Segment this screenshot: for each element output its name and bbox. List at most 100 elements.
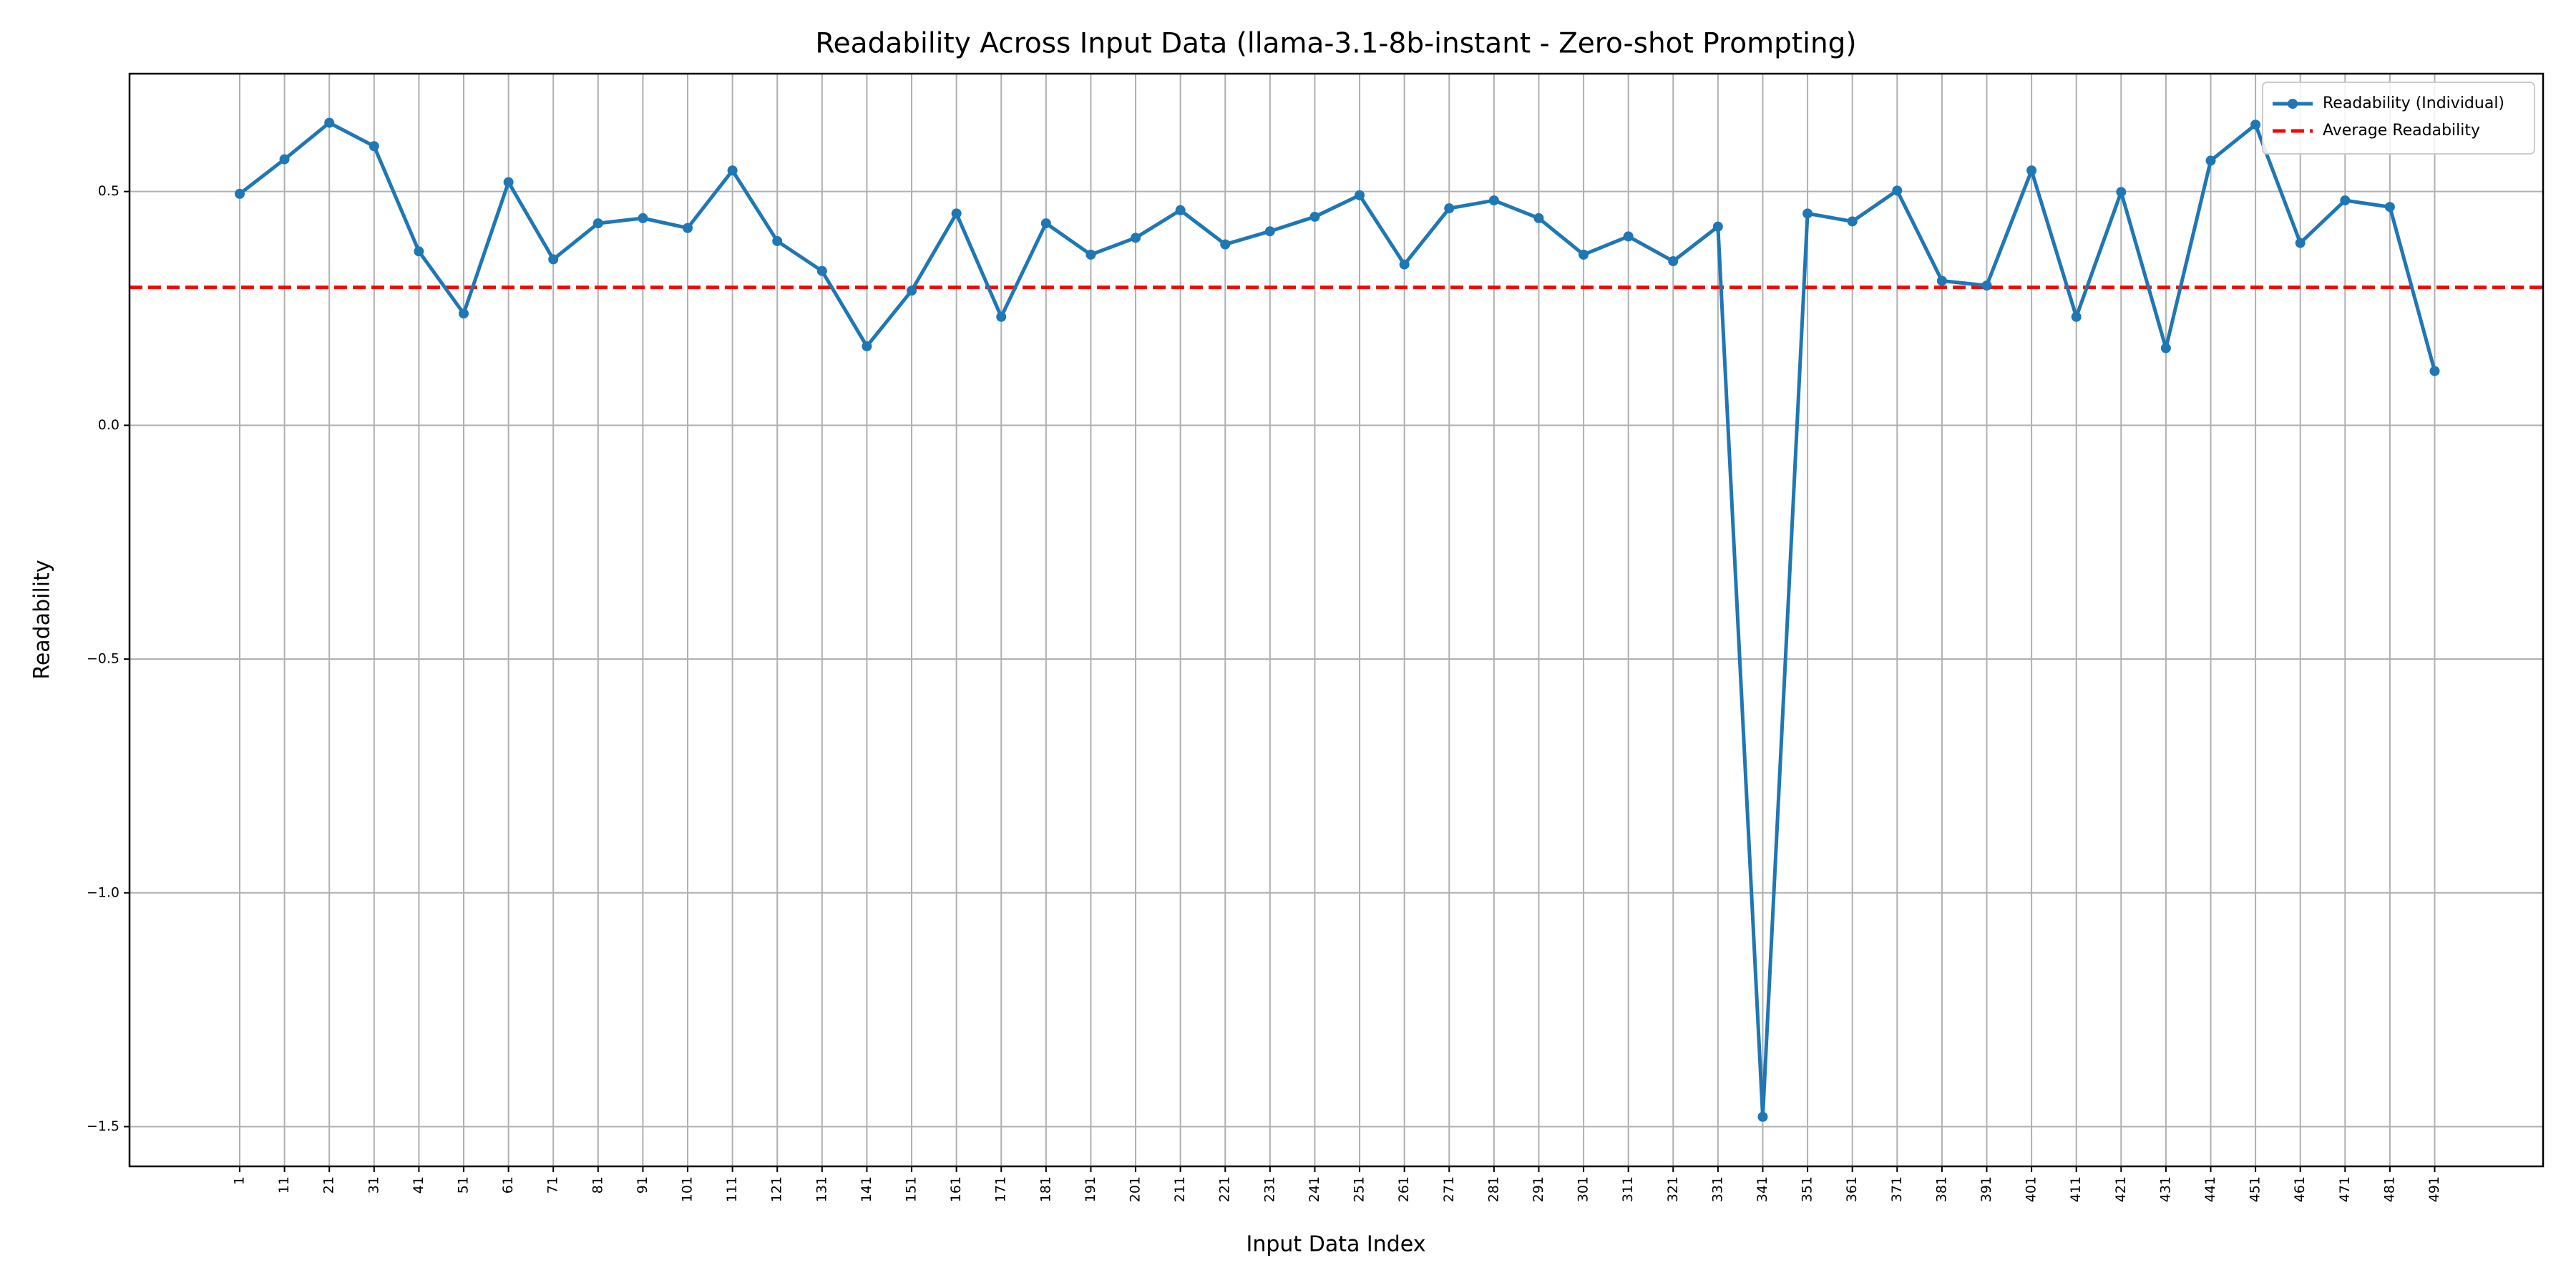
- x-tick-label: 61: [500, 1176, 516, 1194]
- x-tick-label: 11: [276, 1176, 292, 1194]
- data-point: [2295, 238, 2306, 248]
- data-point: [1355, 190, 1365, 200]
- x-tick-label: 71: [545, 1176, 561, 1194]
- data-point: [369, 141, 379, 152]
- x-tick-label: 281: [1485, 1176, 1501, 1202]
- x-tick-label: 261: [1396, 1176, 1412, 1202]
- x-tick-label: 451: [2248, 1176, 2263, 1202]
- x-tick-label: 21: [321, 1176, 337, 1194]
- data-point: [1309, 211, 1320, 222]
- data-point: [816, 265, 827, 276]
- x-tick-label: 481: [2381, 1176, 2397, 1202]
- data-point: [1488, 195, 1499, 206]
- x-tick-label: 141: [859, 1176, 874, 1202]
- x-tick-label: 91: [635, 1176, 650, 1194]
- data-point: [2071, 311, 2082, 322]
- x-tick-label: 241: [1307, 1176, 1322, 1202]
- y-tick-label: −1.5: [87, 1118, 119, 1134]
- x-tick-label: 371: [1889, 1176, 1905, 1202]
- x-tick-label: 251: [1352, 1176, 1367, 1202]
- data-point: [1533, 213, 1544, 223]
- x-tick-label: 401: [2024, 1176, 2039, 1202]
- data-point: [1668, 256, 1679, 267]
- x-tick-label: 51: [456, 1176, 472, 1194]
- data-point: [324, 117, 335, 128]
- data-point: [414, 246, 424, 257]
- x-tick-label: 101: [680, 1176, 696, 1202]
- x-tick-label: 1: [232, 1176, 248, 1185]
- x-tick-label: 411: [2068, 1176, 2084, 1202]
- data-point: [1175, 205, 1186, 215]
- data-point: [2160, 343, 2171, 353]
- data-point: [1757, 1111, 1768, 1122]
- data-point: [235, 188, 245, 199]
- legend-label: Readability (Individual): [2323, 94, 2504, 112]
- x-tick-label: 221: [1217, 1176, 1233, 1202]
- x-tick-label: 81: [590, 1176, 605, 1194]
- x-tick-label: 201: [1128, 1176, 1143, 1202]
- data-point: [2384, 202, 2395, 213]
- y-tick-label: −0.5: [87, 651, 119, 667]
- data-point: [2429, 366, 2440, 376]
- legend-marker: [2288, 99, 2298, 109]
- data-point: [1444, 203, 1455, 214]
- data-point: [1399, 259, 1410, 270]
- x-tick-label: 431: [2157, 1176, 2173, 1202]
- x-tick-label: 311: [1620, 1176, 1636, 1202]
- data-point: [548, 254, 559, 265]
- data-point: [951, 208, 962, 219]
- plot-frame: [128, 72, 2545, 1168]
- x-tick-label: 491: [2426, 1176, 2442, 1202]
- x-axis-label: Input Data Index: [1246, 1232, 1426, 1257]
- x-tick-label: 391: [1979, 1176, 1994, 1202]
- x-tick-label: 351: [1800, 1176, 1815, 1202]
- x-tick-label: 461: [2292, 1176, 2308, 1202]
- data-point: [772, 235, 783, 246]
- data-point: [1712, 221, 1723, 232]
- chart-title: Readability Across Input Data (llama-3.1…: [815, 28, 1856, 60]
- y-axis-label: Readability: [30, 560, 55, 679]
- data-point: [2340, 195, 2351, 206]
- data-point: [683, 223, 693, 233]
- x-tick-label: 471: [2337, 1176, 2353, 1202]
- data-point: [2250, 119, 2261, 130]
- data-point: [1802, 208, 1813, 219]
- x-tick-label: 171: [993, 1176, 1009, 1202]
- data-point: [2026, 165, 2037, 176]
- x-tick-label: 341: [1755, 1176, 1770, 1202]
- x-tick-label: 131: [814, 1176, 829, 1202]
- x-tick-label: 41: [411, 1176, 426, 1194]
- x-tick-label: 381: [1933, 1176, 1949, 1202]
- x-tick-label: 441: [2202, 1176, 2218, 1202]
- x-tick-label: 121: [769, 1176, 785, 1202]
- legend-label: Average Readability: [2323, 122, 2480, 140]
- x-tick-label: 321: [1665, 1176, 1681, 1202]
- data-point: [2116, 187, 2127, 197]
- data-point: [279, 154, 290, 165]
- legend-box: [2262, 82, 2535, 155]
- data-point: [638, 213, 648, 223]
- x-tick-label: 151: [904, 1176, 919, 1202]
- x-tick-label: 231: [1262, 1176, 1277, 1202]
- data-point: [1981, 280, 1992, 291]
- data-point: [907, 286, 917, 296]
- data-point: [592, 218, 603, 229]
- x-tick-label: 421: [2113, 1176, 2129, 1202]
- x-tick-label: 211: [1172, 1176, 1188, 1202]
- x-tick-label: 271: [1441, 1176, 1457, 1202]
- data-point: [1220, 239, 1231, 250]
- data-point: [996, 311, 1007, 322]
- data-point: [459, 308, 469, 319]
- x-tick-label: 181: [1038, 1176, 1053, 1202]
- data-point: [1623, 231, 1634, 242]
- x-tick-label: 31: [366, 1176, 381, 1194]
- data-point: [2205, 155, 2216, 166]
- x-tick-label: 291: [1531, 1176, 1546, 1202]
- y-tick-label: −1.0: [87, 884, 119, 900]
- data-point: [503, 177, 514, 187]
- x-tick-label: 301: [1576, 1176, 1591, 1202]
- y-tick-label: 0.5: [98, 183, 119, 199]
- x-tick-label: 361: [1844, 1176, 1860, 1202]
- data-point: [1847, 216, 1858, 227]
